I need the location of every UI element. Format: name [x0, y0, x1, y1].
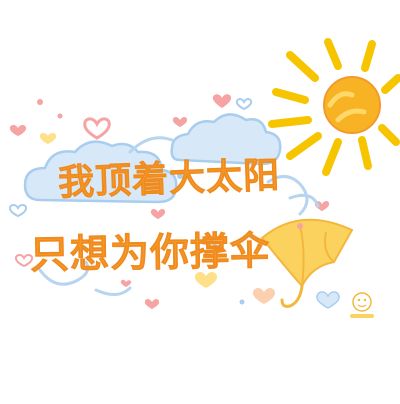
oval-stamp-logo: [350, 292, 374, 318]
sun-icon: [268, 38, 400, 176]
heart-icon: [8, 94, 340, 309]
swirl: [38, 136, 320, 296]
headline-line-2: 只想为你撑伞: [29, 228, 271, 279]
cloud-icon: [23, 113, 282, 204]
dot: [37, 99, 303, 305]
umbrella-icon: [260, 218, 354, 308]
headline-line-1: 我顶着大太阳: [57, 155, 281, 204]
